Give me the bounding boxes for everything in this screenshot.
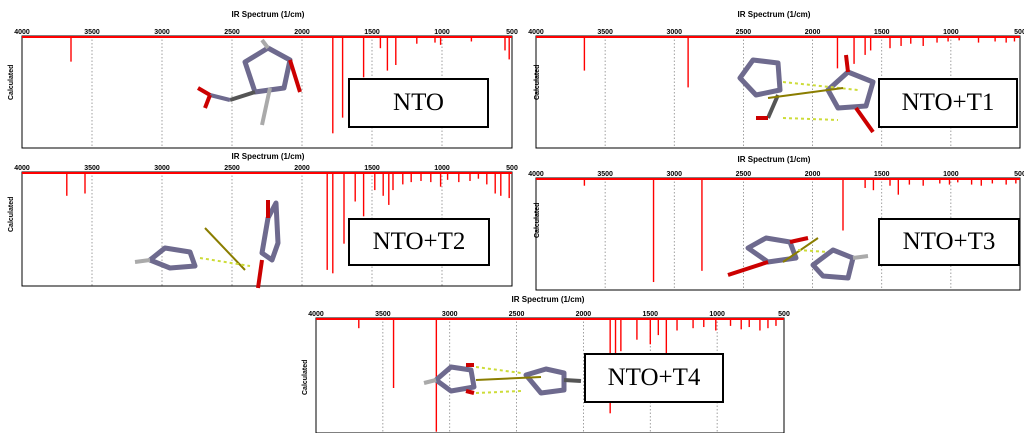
spectrum-panel-nto-t3: IR Spectrum (1/cm) Calculated 4000 3500 30… <box>528 150 1024 295</box>
spectrum-panel-nto-t4: IR Spectrum (1/cm) Calculated 4000 3500 30… <box>296 295 796 433</box>
x-tick-label: 500 <box>1014 29 1024 36</box>
x-tick-label: 3000 <box>666 29 682 36</box>
chart-title: IR Spectrum (1/cm) <box>737 10 811 19</box>
x-tick-label: 4000 <box>14 165 30 172</box>
x-tick-label: 3500 <box>375 311 391 318</box>
spectrum-panel-nto-t2: IR Spectrum (1/cm) Calculated 4000 3500 30… <box>0 148 520 293</box>
molecule-diagram <box>737 54 876 134</box>
x-tick-label: 1000 <box>943 29 959 36</box>
x-tick-label: 1500 <box>364 29 380 36</box>
x-tick-label: 3500 <box>597 171 613 178</box>
x-tick-label: 3000 <box>666 171 682 178</box>
spectrum-plot: 4000 3500 3000 2500 2000 1500 1000 500 <box>308 311 790 433</box>
x-tick-label: 1000 <box>434 165 450 172</box>
x-tick-label: 1500 <box>874 29 890 36</box>
x-tick-label: 3000 <box>154 165 170 172</box>
molecule-label-box: NTO+T1 <box>878 78 1018 128</box>
spectrum-plot: 4000 3500 3000 2500 2000 1500 1000 500 <box>528 171 1024 291</box>
chart-title: IR Spectrum (1/cm) <box>511 295 585 304</box>
x-tick-label: 4000 <box>528 29 544 36</box>
x-tick-label: 2500 <box>509 311 525 318</box>
x-tick-label: 1500 <box>642 311 658 318</box>
x-tick-label: 2500 <box>224 29 240 36</box>
x-tick-label: 3500 <box>84 29 100 36</box>
x-tick-label: 2000 <box>805 29 821 36</box>
x-tick-label: 2500 <box>224 165 240 172</box>
x-tick-label: 2000 <box>294 165 310 172</box>
x-tick-label: 2000 <box>576 311 592 318</box>
x-tick-label: 2500 <box>736 29 752 36</box>
molecule-diagram <box>727 235 869 281</box>
x-tick-label: 2000 <box>294 29 310 36</box>
molecule-label-box: NTO <box>348 78 489 128</box>
molecule-label-box: NTO+T2 <box>348 218 490 266</box>
x-tick-label: 1000 <box>434 29 450 36</box>
x-tick-label: 3000 <box>154 29 170 36</box>
x-tick-label: 2000 <box>805 171 821 178</box>
x-tick-label: 500 <box>506 165 518 172</box>
x-tick-label: 1000 <box>709 311 725 318</box>
molecule-diagram <box>134 200 281 289</box>
chart-title: IR Spectrum (1/cm) <box>231 152 305 161</box>
x-tick-label: 4000 <box>308 311 324 318</box>
x-tick-label: 4000 <box>14 29 30 36</box>
molecule-label-box: NTO+T4 <box>584 353 724 403</box>
x-tick-label: 1500 <box>874 171 890 178</box>
x-tick-label: 500 <box>778 311 790 318</box>
molecule-diagram <box>196 38 302 126</box>
spectrum-plot: 4000 3500 3000 2500 2000 1500 1000 500 <box>14 165 518 287</box>
x-tick-label: 4000 <box>528 171 544 178</box>
x-tick-label: 1500 <box>364 165 380 172</box>
spectrum-plot: 4000 3500 3000 2500 2000 1500 1000 500 <box>14 29 518 149</box>
x-tick-label: 500 <box>506 29 518 36</box>
x-tick-label: 3500 <box>84 165 100 172</box>
spectrum-panel-nto: IR Spectrum (1/cm) Calculated 4000 3500 30… <box>0 0 520 149</box>
x-tick-label: 1000 <box>943 171 959 178</box>
spectrum-panel-nto-t1: IR Spectrum (1/cm) Calculated 4000 3500 30… <box>528 0 1024 149</box>
molecule-label-box: NTO+T3 <box>878 218 1020 266</box>
x-tick-label: 2500 <box>736 171 752 178</box>
chart-title: IR Spectrum (1/cm) <box>737 155 811 164</box>
chart-title: IR Spectrum (1/cm) <box>231 10 305 19</box>
x-tick-label: 500 <box>1014 171 1024 178</box>
x-tick-label: 3500 <box>597 29 613 36</box>
molecule-diagram <box>423 363 582 396</box>
x-tick-label: 3000 <box>442 311 458 318</box>
